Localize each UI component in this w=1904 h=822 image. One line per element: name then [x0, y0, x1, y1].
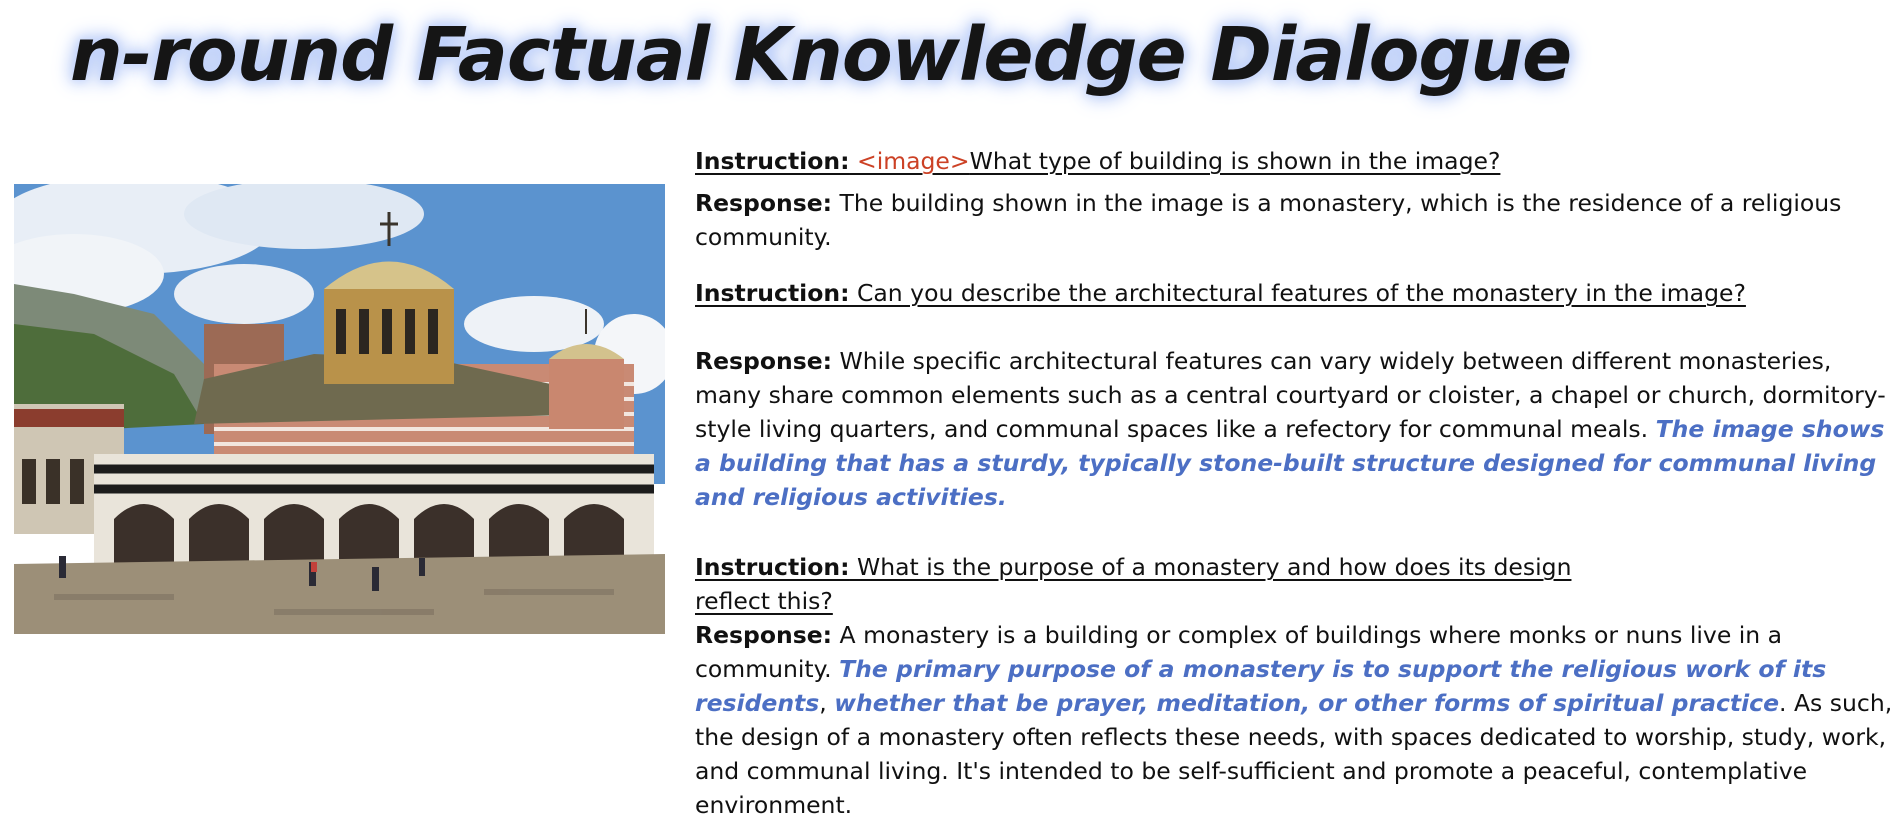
response-3-highlight-b: whether that be prayer, meditation, or o… [834, 689, 1780, 717]
instruction-3-text: What is the purpose of a monastery and h… [695, 553, 1572, 615]
instruction-1: Instruction: <image>What type of buildin… [695, 144, 1895, 178]
response-1: Response: The building shown in the imag… [695, 186, 1895, 254]
instruction-3: Instruction: What is the purpose of a mo… [695, 550, 1635, 618]
page-title: n-round Factual Knowledge Dialogue [70, 12, 1572, 98]
instruction-1-text: What type of building is shown in the im… [969, 147, 1501, 175]
response-label: Response: [695, 189, 833, 217]
monastery-photo [14, 184, 665, 634]
response-label: Response: [695, 347, 833, 375]
image-token: <image> [857, 147, 970, 175]
response-3: Response: A monastery is a building or c… [695, 618, 1895, 822]
response-3-highlight-a: The primary purpose of a monastery is to… [695, 655, 1827, 717]
instruction-label: Instruction: [695, 147, 850, 175]
instruction-label: Instruction: [695, 279, 850, 307]
dialogue-panel: Instruction: <image>What type of buildin… [695, 144, 1895, 822]
response-label: Response: [695, 621, 833, 649]
response-2-text: While specific architectural features ca… [695, 347, 1886, 443]
response-3-text-a: A monastery is a building or complex of … [695, 621, 1783, 683]
instruction-label: Instruction: [695, 553, 850, 581]
response-1-text: The building shown in the image is a mon… [695, 189, 1842, 251]
response-2: Response: While specific architectural f… [695, 344, 1895, 514]
response-3-comma: , [819, 689, 827, 717]
response-2-highlight: The image shows a building that has a st… [695, 415, 1885, 511]
instruction-2: Instruction: Can you describe the archit… [695, 276, 1895, 310]
instruction-2-text: Can you describe the architectural featu… [857, 279, 1746, 307]
